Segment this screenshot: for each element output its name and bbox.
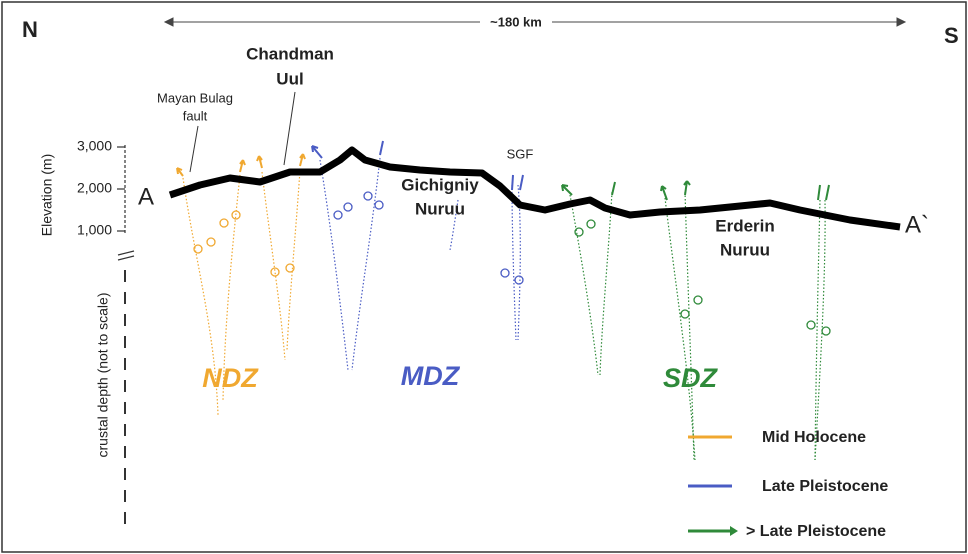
zone-label: NDZ [202,363,259,393]
scale-arrow [163,17,907,27]
place-label: SGF [507,146,534,161]
profile-end: A` [905,211,929,238]
motion-symbols [193,191,831,336]
zone-label: MDZ [401,361,461,391]
place-label: Uul [276,69,303,88]
place-label: Nuruu [415,199,465,218]
legend-label: Mid Holocene [762,429,866,446]
legend-label: > Late Pleistocene [746,523,886,540]
place-label: Gichigniy [401,175,479,194]
zone-label: SDZ [663,363,719,393]
depth-label: crustal depth (not to scale) [95,293,111,458]
south: S [944,23,959,48]
axis [117,145,135,530]
place-label: Chandman [246,44,334,63]
north: N [22,17,38,42]
axis-title: Elevation (m) [39,154,55,236]
legend: Mid Holocene Late Pleistocene > Late Ple… [688,429,888,540]
slip-arrows [176,140,830,201]
leader [189,125,199,173]
legend-label: Late Pleistocene [762,478,888,495]
profile-start: A [138,183,154,210]
tick-label: 3,000 [77,138,112,154]
place-label: Erderin [715,216,775,235]
place-label: fault [183,108,208,123]
scale-label: ~180 km [490,14,542,29]
place-label: Nuruu [720,240,770,259]
place-label: Mayan Bulag [157,90,233,105]
tick-label: 2,000 [77,180,112,196]
faults [182,157,826,461]
tick-label: 1,000 [77,222,112,238]
legend-arrow [730,526,738,536]
leader [283,91,296,166]
topographic-profile [168,146,901,231]
